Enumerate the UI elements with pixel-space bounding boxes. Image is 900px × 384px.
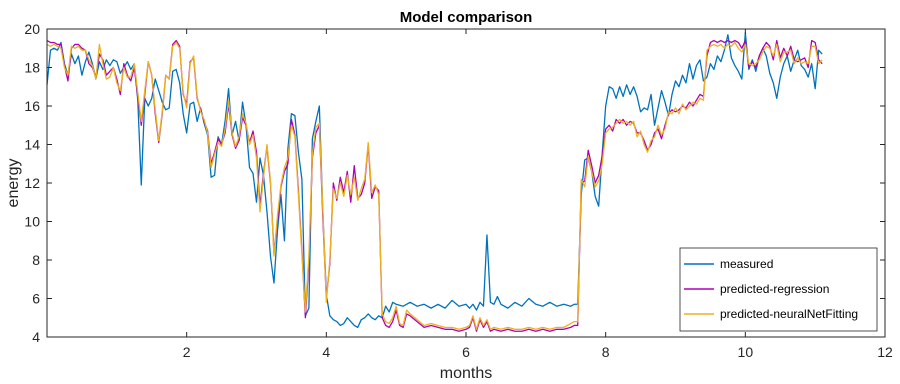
x-tick-label: 4: [322, 344, 330, 360]
y-tick-label: 14: [24, 137, 40, 153]
legend-label: predicted-neuralNetFitting: [720, 307, 858, 321]
x-axis-label: months: [440, 365, 492, 382]
y-tick-label: 6: [32, 291, 40, 307]
x-tick-label: 6: [462, 344, 470, 360]
legend-label: measured: [720, 257, 773, 271]
x-tick-label: 10: [738, 344, 754, 360]
x-tick-label: 12: [877, 344, 893, 360]
chart-title: Model comparison: [400, 9, 533, 26]
x-tick-label: 2: [183, 344, 191, 360]
y-tick-label: 12: [24, 175, 40, 191]
y-axis-label: energy: [5, 159, 22, 208]
y-tick-label: 18: [24, 60, 40, 76]
y-tick-label: 16: [24, 98, 40, 114]
y-tick-label: 20: [24, 21, 40, 37]
x-tick-label: 8: [602, 344, 610, 360]
legend-label: predicted-regression: [720, 282, 829, 296]
axes-layer: 2 4 6 8 10 12 4 6 8 10 12 14 16 18 20: [24, 21, 893, 360]
y-tick-label: 4: [32, 329, 40, 345]
series-line-predicted-neuralNetFitting: [46, 41, 823, 330]
y-tick-label: 10: [24, 214, 40, 230]
legend: measured predicted-regression predicted-ne…: [679, 247, 878, 332]
y-tick-label: 8: [32, 252, 40, 268]
